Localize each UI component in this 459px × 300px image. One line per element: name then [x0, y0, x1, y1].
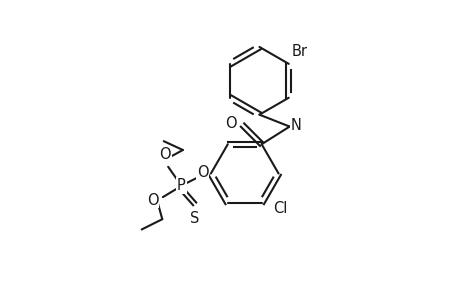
Text: O: O [159, 147, 171, 162]
Text: Br: Br [291, 44, 307, 59]
Text: Cl: Cl [273, 201, 287, 216]
Text: O: O [147, 193, 158, 208]
Text: O: O [225, 116, 237, 131]
Text: S: S [190, 211, 199, 226]
Text: N: N [291, 118, 301, 133]
Text: P: P [177, 178, 185, 193]
Text: O: O [196, 165, 208, 180]
